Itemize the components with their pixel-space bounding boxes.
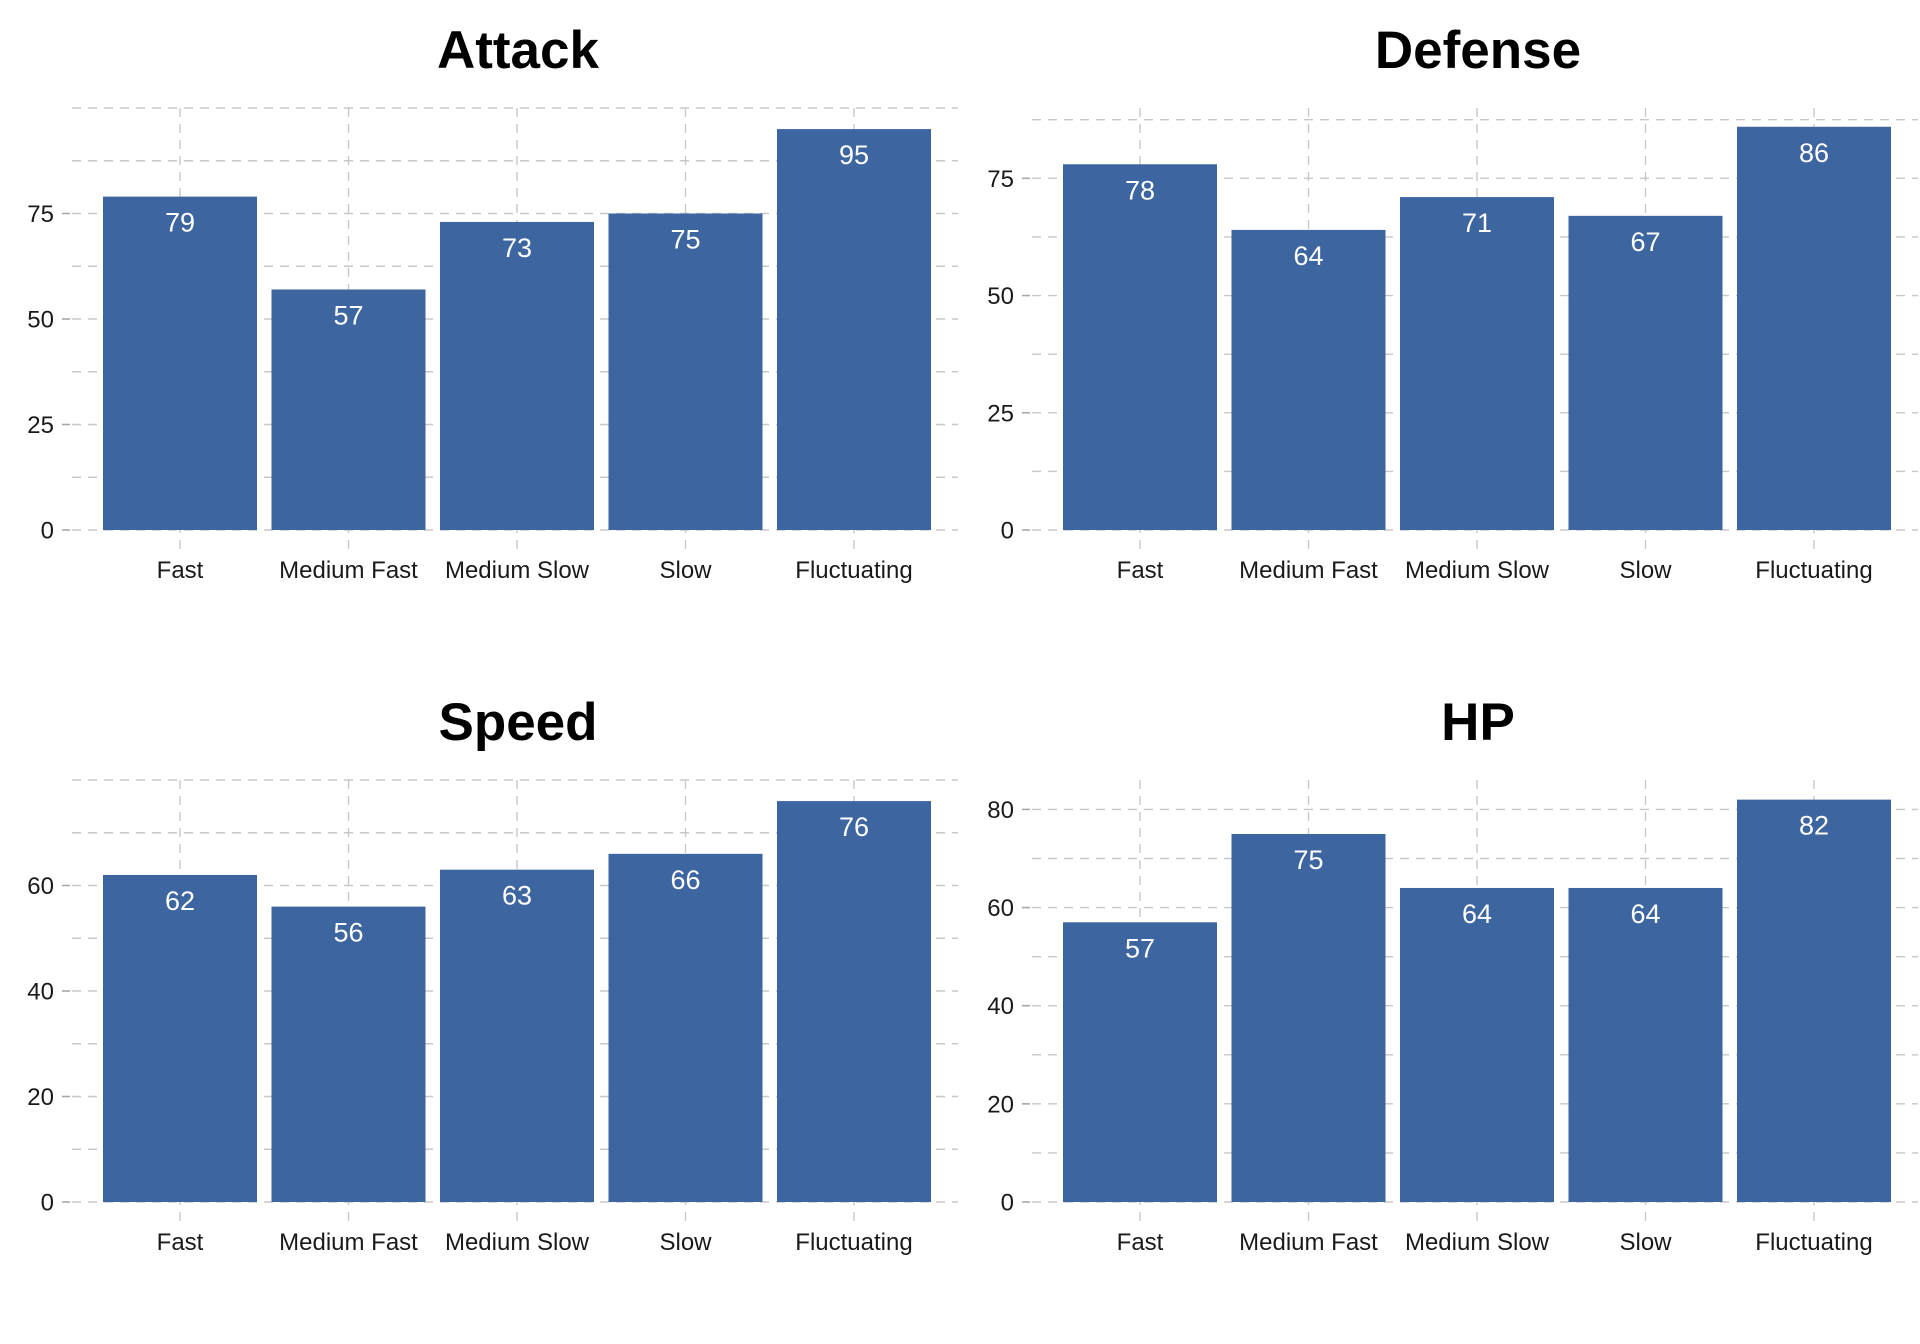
bar-value-label: 95 <box>839 140 869 170</box>
bar <box>1400 197 1554 531</box>
bar-value-label: 63 <box>502 881 532 911</box>
bar <box>608 853 763 1202</box>
y-tick-label: 0 <box>41 1190 54 1217</box>
x-tick-label: Fast <box>157 1229 204 1256</box>
x-tick-label: Slow <box>659 557 712 584</box>
y-tick-label: 0 <box>1001 1190 1014 1217</box>
bar-value-label: 82 <box>1799 811 1829 841</box>
bar-value-label: 73 <box>502 233 532 263</box>
bar-value-label: 67 <box>1630 227 1660 257</box>
x-tick-label: Medium Fast <box>1239 557 1378 584</box>
bar-value-label: 64 <box>1293 241 1323 271</box>
x-tick-label: Fluctuating <box>795 557 912 584</box>
bar-value-label: 62 <box>165 886 195 916</box>
y-tick-label: 60 <box>27 873 54 900</box>
x-tick-label: Medium Slow <box>1405 1229 1550 1256</box>
bar-value-label: 78 <box>1125 175 1155 205</box>
y-tick-label: 0 <box>41 518 54 545</box>
bar-value-label: 75 <box>670 225 700 255</box>
bar-value-label: 76 <box>839 812 869 842</box>
bar <box>1400 887 1554 1202</box>
bar <box>1568 215 1723 530</box>
bar <box>103 196 257 530</box>
x-tick-label: Fast <box>157 557 204 584</box>
bar <box>1063 922 1217 1202</box>
y-tick-label: 50 <box>27 307 54 334</box>
x-tick-label: Medium Fast <box>279 1229 418 1256</box>
y-tick-label: 60 <box>987 895 1014 922</box>
bar-value-label: 64 <box>1462 899 1492 929</box>
bar <box>271 289 426 530</box>
y-tick-label: 0 <box>1001 518 1014 545</box>
x-tick-label: Fluctuating <box>1755 1229 1872 1256</box>
bar-value-label: 86 <box>1799 138 1829 168</box>
x-tick-label: Medium Fast <box>1239 1229 1378 1256</box>
y-tick-label: 25 <box>27 412 54 439</box>
x-tick-label: Medium Slow <box>445 1229 590 1256</box>
y-tick-label: 75 <box>27 201 54 228</box>
chart-panel-defense: Defense 0 25 50 75 78 Fast 64 Medium Fast 71 Medi… <box>987 21 1918 584</box>
bar <box>608 213 763 530</box>
bar-value-label: 57 <box>1125 933 1155 963</box>
bar <box>1737 799 1891 1202</box>
y-tick-label: 80 <box>987 797 1014 824</box>
bar-value-label: 71 <box>1462 208 1492 238</box>
bar <box>440 221 594 530</box>
x-tick-label: Fluctuating <box>795 1229 912 1256</box>
bar <box>440 869 594 1202</box>
bar <box>271 906 426 1202</box>
x-tick-label: Medium Slow <box>1405 557 1550 584</box>
x-tick-label: Medium Fast <box>279 557 418 584</box>
x-tick-label: Slow <box>1619 557 1672 584</box>
bar <box>777 129 931 530</box>
bar-value-label: 64 <box>1630 899 1660 929</box>
chart-title: HP <box>1441 693 1515 752</box>
y-tick-label: 20 <box>27 1084 54 1111</box>
bar-value-label: 56 <box>333 918 363 948</box>
bar <box>1231 229 1386 530</box>
bar-value-label: 66 <box>670 865 700 895</box>
bar <box>1568 887 1723 1202</box>
chart-title: Defense <box>1375 21 1581 80</box>
y-tick-label: 40 <box>987 993 1014 1020</box>
x-tick-label: Medium Slow <box>445 557 590 584</box>
bar <box>103 874 257 1202</box>
chart-title: Speed <box>438 693 597 752</box>
bar-value-label: 75 <box>1293 845 1323 875</box>
bar-value-label: 57 <box>333 300 363 330</box>
bar <box>1063 164 1217 530</box>
bar-value-label: 79 <box>165 208 195 238</box>
chart-panel-attack: Attack 0 25 50 75 79 Fast 57 Medium Fast 73 Mediu… <box>27 21 958 584</box>
x-tick-label: Slow <box>659 1229 712 1256</box>
chart-panel-hp: HP 0 20 40 60 80 57 Fast 75 Medium Fast 64 Medium … <box>987 693 1918 1256</box>
x-tick-label: Fluctuating <box>1755 557 1872 584</box>
bar <box>777 801 931 1202</box>
x-tick-label: Fast <box>1117 1229 1164 1256</box>
x-tick-label: Fast <box>1117 557 1164 584</box>
y-tick-label: 20 <box>987 1091 1014 1118</box>
bar <box>1231 833 1386 1202</box>
y-tick-label: 75 <box>987 166 1014 193</box>
y-tick-label: 40 <box>27 979 54 1006</box>
chart-panel-speed: Speed 0 20 40 60 62 Fast 56 Medium Fast 63 Medium… <box>27 693 958 1256</box>
bar <box>1737 126 1891 530</box>
chart-title: Attack <box>437 21 600 80</box>
x-tick-label: Slow <box>1619 1229 1672 1256</box>
y-tick-label: 50 <box>987 283 1014 310</box>
y-tick-label: 25 <box>987 400 1014 427</box>
